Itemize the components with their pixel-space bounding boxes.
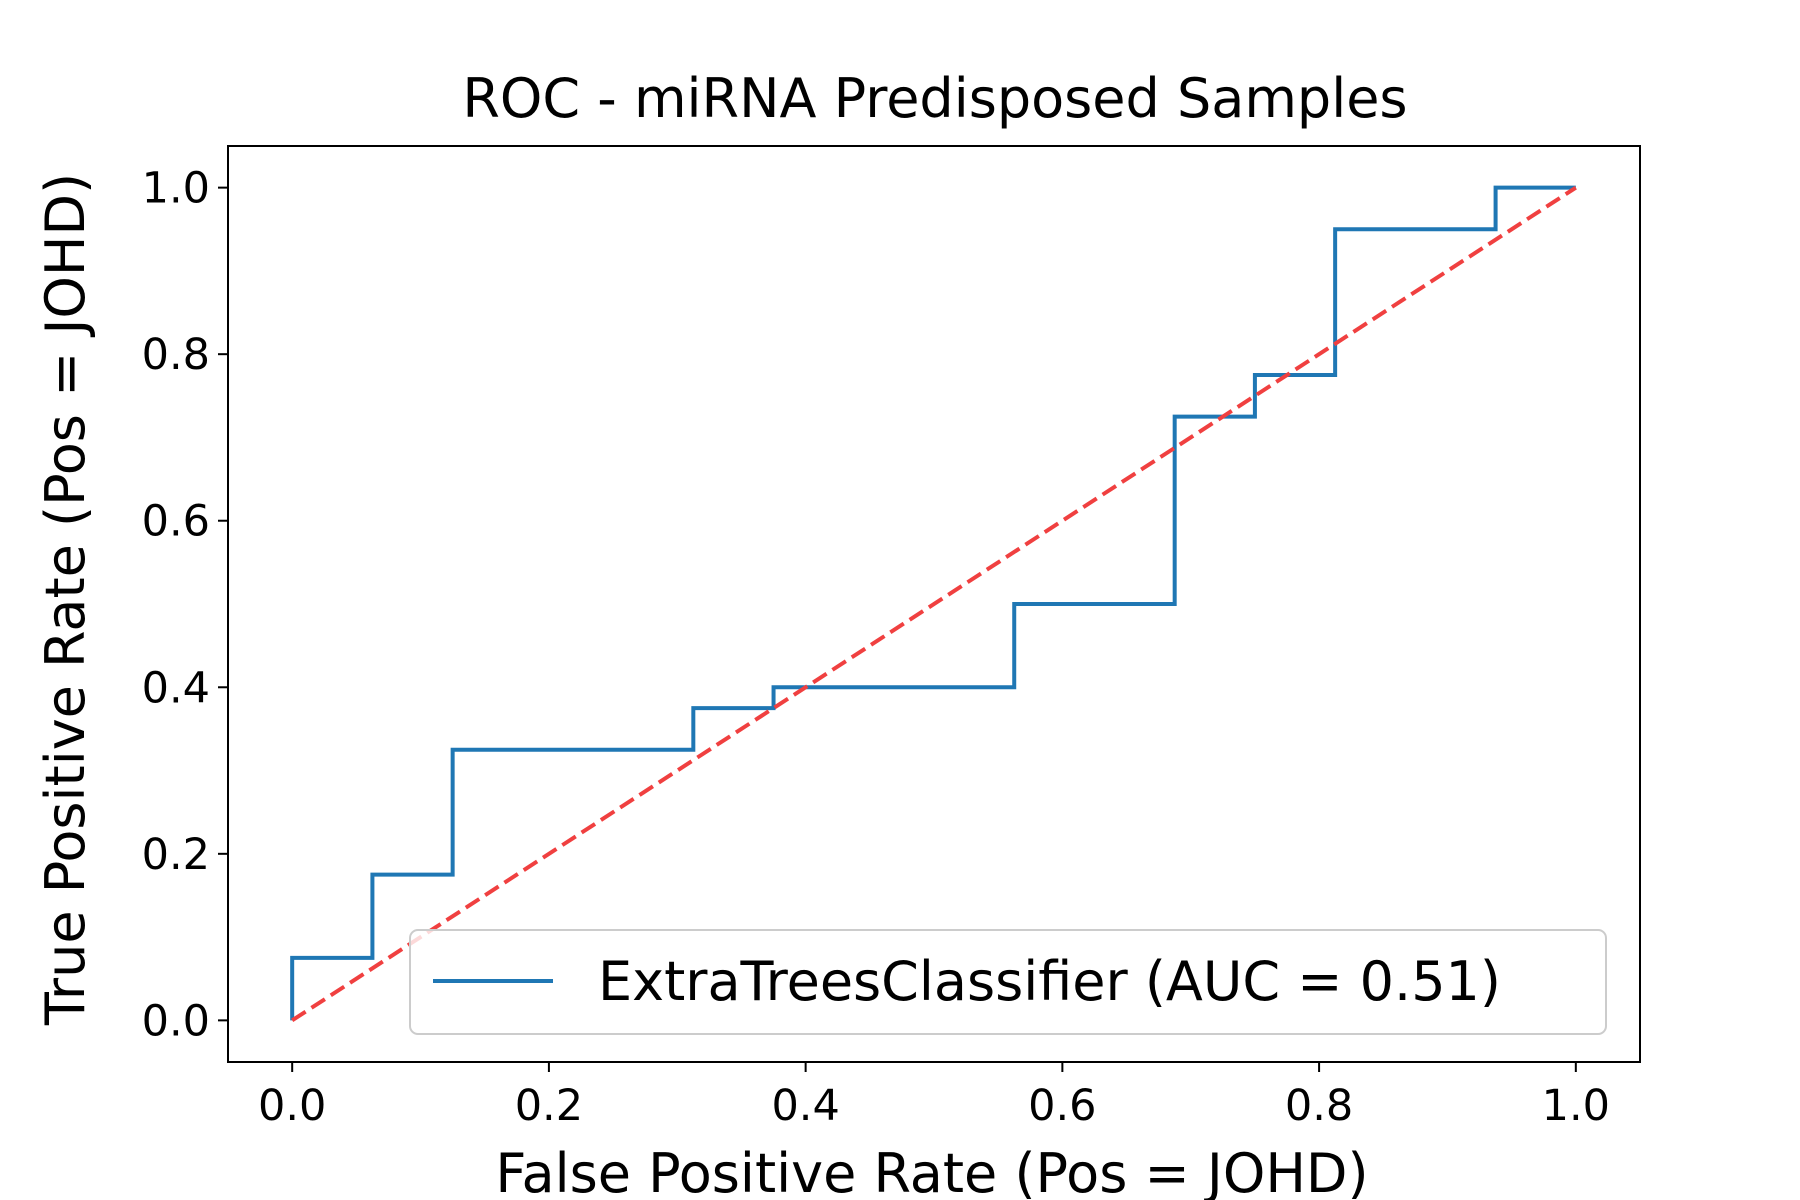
legend-entry-label: ExtraTreesClassifier (AUC = 0.51)	[598, 950, 1501, 1013]
y-axis-ticks: 0.0 0.2 0.4 0.6 0.8 1.0	[142, 164, 228, 1046]
y-tick-label: 0.4	[142, 663, 210, 713]
x-tick-label: 0.0	[258, 1081, 326, 1131]
x-tick-label: 1.0	[1542, 1081, 1610, 1131]
y-tick-label: 0.0	[142, 996, 210, 1046]
y-tick-label: 0.8	[142, 330, 210, 380]
legend-frame	[409, 929, 1607, 1035]
x-axis-label: False Positive Rate (Pos = JOHD)	[495, 1142, 1368, 1200]
x-tick-label: 0.6	[1028, 1081, 1096, 1131]
x-tick-label: 0.2	[515, 1081, 583, 1131]
y-tick-label: 1.0	[142, 164, 210, 214]
chance-diagonal-line	[291, 185, 1577, 1023]
legend: ExtraTreesClassifier (AUC = 0.51)	[409, 929, 1607, 1035]
axes-frame	[227, 145, 1641, 1063]
x-tick-label: 0.8	[1285, 1081, 1353, 1131]
x-axis-ticks: 0.0 0.2 0.4 0.6 0.8 1.0	[258, 1062, 1610, 1131]
chart-title: ROC - miRNA Predisposed Samples	[462, 67, 1407, 130]
roc-curve-line	[290, 185, 1576, 1021]
x-tick-label: 0.4	[771, 1081, 839, 1131]
y-tick-label: 0.2	[142, 830, 210, 880]
y-tick-label: 0.6	[142, 497, 210, 547]
y-axis-label: True Positive Rate (Pos = JOHD)	[34, 173, 97, 1026]
plot-area	[227, 145, 1641, 1063]
